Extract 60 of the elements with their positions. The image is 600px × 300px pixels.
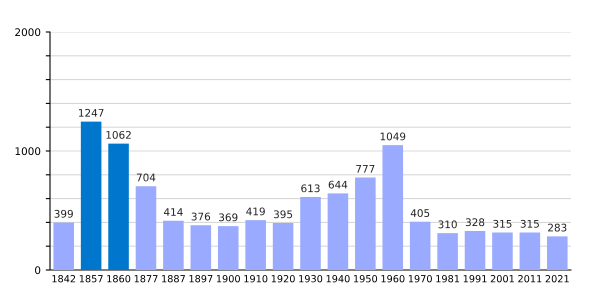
x-tick-label: 1910 [244, 275, 268, 282]
data-label: 1247 [79, 108, 104, 117]
x-tick-label: 1981 [436, 275, 460, 282]
x-tick-label: 1970 [408, 275, 432, 282]
data-label: 399 [54, 210, 73, 218]
y-tick-label: 1000 [16, 147, 40, 156]
data-label: 419 [246, 207, 265, 216]
x-tick-label: 1860 [107, 275, 130, 282]
x-tick-label: 1900 [216, 275, 240, 282]
bar [547, 236, 568, 270]
bar [410, 222, 430, 270]
x-tick-label: 1887 [162, 275, 185, 282]
bar [464, 230, 486, 270]
data-label: 315 [493, 220, 512, 228]
bar [245, 220, 266, 270]
bar [218, 226, 239, 270]
x-tick-label: 1950 [354, 275, 378, 282]
x-tick-label: 2021 [546, 275, 569, 282]
data-label: 369 [219, 213, 238, 222]
x-tick-label: 1991 [464, 275, 486, 282]
bar [520, 232, 540, 270]
bar [80, 122, 102, 270]
data-label: 644 [328, 180, 348, 189]
data-label: 405 [410, 209, 430, 218]
bar [190, 225, 212, 270]
x-tick-label: 2001 [490, 275, 514, 282]
bar [355, 178, 376, 270]
data-label: 777 [356, 165, 374, 173]
y-tick-label: 0 [35, 266, 40, 274]
bar [53, 222, 74, 270]
data-label: 376 [192, 212, 210, 220]
x-tick-label: 1960 [381, 275, 404, 282]
data-label: 613 [301, 184, 320, 192]
x-tick-label: 1842 [52, 275, 76, 282]
bar [437, 233, 458, 270]
bar [328, 193, 348, 270]
x-tick-label: 1940 [326, 275, 350, 282]
x-tick-label: 2011 [518, 275, 542, 282]
bar [272, 222, 294, 270]
bar [492, 232, 513, 270]
data-label: 283 [548, 224, 566, 232]
data-label: 310 [438, 220, 457, 228]
x-tick-label: 1857 [80, 275, 103, 282]
y-tick-label: 2000 [15, 28, 40, 36]
data-label: 315 [520, 220, 539, 228]
bar [300, 197, 321, 270]
x-tick-label: 1920 [272, 275, 295, 282]
bar [382, 145, 404, 270]
data-label: 1062 [106, 130, 131, 139]
x-tick-label: 1897 [190, 275, 212, 282]
x-tick-label: 1930 [299, 275, 322, 282]
bar [163, 220, 184, 270]
data-label: 395 [274, 210, 292, 218]
data-label: 1049 [380, 132, 406, 140]
x-tick-label: 1877 [134, 275, 158, 282]
bar [136, 186, 156, 270]
data-label: 328 [466, 218, 484, 226]
bar [108, 144, 129, 270]
data-label: 704 [136, 174, 156, 182]
data-label: 414 [164, 208, 183, 216]
